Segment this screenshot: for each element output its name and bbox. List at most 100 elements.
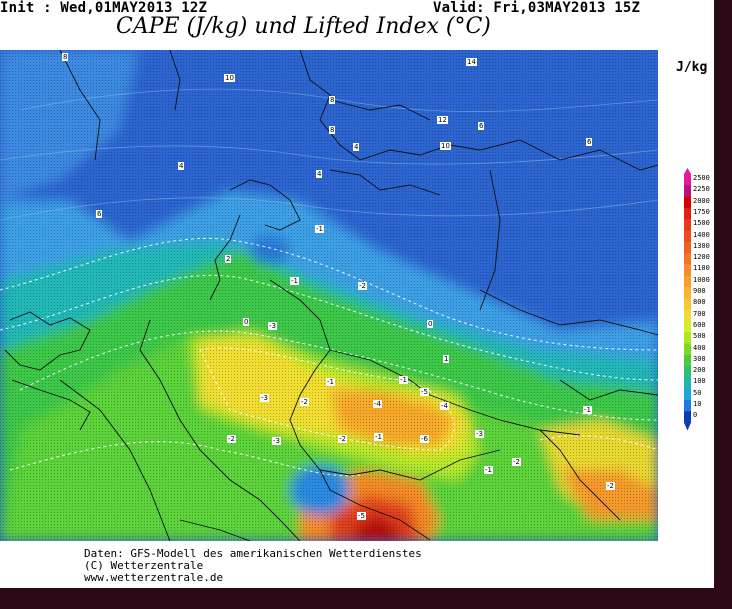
legend-tick-label: 400 (693, 343, 706, 352)
legend-swatch (684, 241, 691, 254)
lifted-index-label: -1 (399, 376, 408, 384)
legend-top-arrow (684, 168, 691, 174)
legend-tick-label: 1000 (693, 275, 710, 284)
lifted-index-label: 14 (466, 58, 477, 66)
legend-tick-label: 0 (693, 411, 698, 420)
legend-swatch (684, 174, 691, 186)
lifted-index-label: 2 (225, 255, 232, 263)
legend-swatch (684, 388, 691, 401)
lifted-index-label: -3 (260, 394, 269, 402)
legend-tick-label: 700 (693, 309, 706, 318)
legend-swatch (684, 264, 691, 276)
legend-tick-label: 50 (693, 388, 702, 397)
lifted-index-label: -3 (268, 322, 277, 330)
legend-tick-label: 2250 (693, 185, 710, 194)
valid-time: Valid: Fri,03MAY2013 15Z (433, 0, 641, 16)
legend-tick-label: 1750 (693, 207, 710, 216)
color-legend: 2500 2250 2000 1750 1500 1400 1300 1200 1100 1000… (684, 168, 714, 430)
lifted-index-label: 6 (96, 210, 103, 218)
lifted-index-label: 0 (427, 320, 434, 328)
legend-tick-label: 600 (693, 320, 706, 329)
lifted-index-label: -5 (357, 512, 366, 520)
lifted-index-label: 0 (243, 318, 250, 326)
init-time: Init : Wed,01MAY2013 12Z (0, 0, 208, 16)
lifted-index-label: 10 (440, 142, 451, 150)
legend-swatch (684, 196, 691, 209)
legend-tick-label: 1300 (693, 241, 710, 250)
coastlines-borders (4, 49, 659, 542)
legend-colorbar (684, 168, 691, 430)
legend-tick-label: 1400 (693, 230, 710, 239)
lifted-index-label: 10 (224, 74, 235, 82)
legend-tick-label: 2500 (693, 174, 710, 182)
legend-tick-label: 100 (693, 377, 706, 386)
legend-tick-label: 1100 (693, 264, 710, 273)
legend-swatch (684, 253, 691, 265)
lifted-index-label: -2 (512, 458, 521, 466)
lifted-index-label: 4 (316, 170, 323, 178)
lifted-index-label: -1 (374, 433, 383, 441)
legend-swatch (684, 230, 691, 243)
footer-data-line: Daten: GFS-Modell des amerikanischen Wet… (84, 547, 422, 560)
legend-bottom-arrow (684, 422, 691, 430)
legend-swatch (684, 400, 691, 412)
lifted-index-label: -1 (290, 277, 299, 285)
lifted-index-label: -5 (420, 388, 429, 396)
legend-tick-label: 300 (693, 354, 706, 363)
legend-swatch (684, 309, 691, 322)
lifted-index-label: -4 (373, 400, 382, 408)
legend-tick-label: 10 (693, 400, 702, 408)
legend-swatch (684, 343, 691, 356)
legend-tick-label: 1200 (693, 253, 710, 262)
legend-swatch (684, 298, 691, 310)
legend-swatch (684, 207, 691, 220)
lifted-index-label: 8 (62, 53, 69, 61)
map-value-labels: 8 10 14 8 8 4 12 10 6 6 4 6 4 2 -1 -2 -1 0 0 -3 1 -1 -2 -1 -3 -4 -… (0, 50, 658, 541)
legend-tick-label: 500 (693, 332, 706, 341)
pressure-contours (0, 88, 659, 221)
chart-sheet: Init : Wed,01MAY2013 12Z Valid: Fri,03MA… (0, 0, 714, 588)
lifted-index-label: -2 (300, 398, 309, 406)
legend-swatch (684, 320, 691, 333)
legend-swatch (684, 411, 691, 423)
lifted-index-label: -6 (420, 435, 429, 443)
footer-website-link[interactable]: www.wetterzentrale.de (84, 571, 224, 584)
legend-tick-label: 900 (693, 287, 706, 295)
lifted-index-label: 1 (443, 355, 450, 363)
lifted-index-label: 4 (353, 143, 360, 151)
lifted-index-label: -3 (272, 437, 281, 445)
legend-tick-label: 800 (693, 298, 706, 307)
legend-swatch (684, 366, 691, 378)
legend-swatch (684, 275, 691, 288)
lifted-index-label: -2 (606, 482, 615, 490)
lifted-index-label: -1 (583, 406, 592, 414)
lifted-index-label: -2 (338, 435, 347, 443)
lifted-index-label: -4 (440, 402, 449, 410)
lifted-index-label: -2 (227, 435, 236, 443)
lifted-index-label: 4 (178, 162, 185, 170)
legend-tick-label: 1500 (693, 219, 710, 228)
lifted-index-label: 8 (329, 126, 336, 134)
cape-map[interactable]: 8 10 14 8 8 4 12 10 6 6 4 6 4 2 -1 -2 -1 0 0 -3 1 -1 -2 -1 -3 -4 -… (0, 49, 659, 542)
legend-tick-label: 2000 (693, 196, 710, 205)
lifted-index-label: -3 (475, 430, 484, 438)
chart-title: CAPE (J/kg) und Lifted Index (°C) (116, 14, 491, 39)
legend-tick-label: 200 (693, 366, 706, 375)
lifted-index-label: -1 (484, 466, 493, 474)
lifted-index-label: -2 (358, 282, 367, 290)
lifted-index-label: 6 (586, 138, 593, 146)
legend-swatch (684, 287, 691, 299)
legend-unit: J/kg (676, 60, 708, 75)
lifted-index-label: 12 (437, 116, 448, 124)
legend-swatch (684, 377, 691, 389)
footer-copyright-line: (C) Wetterzentrale (84, 559, 204, 572)
lifted-index-label: -1 (315, 225, 324, 233)
lifted-index-isolines (0, 237, 659, 477)
legend-swatch (684, 219, 691, 231)
legend-swatch (684, 332, 691, 344)
lifted-index-label: 6 (478, 122, 485, 130)
data-source-footer: Daten: GFS-Modell des amerikanischen Wet… (84, 548, 422, 584)
legend-swatch (684, 185, 691, 197)
lifted-index-label: 8 (329, 96, 336, 104)
lifted-index-label: -1 (326, 378, 335, 386)
